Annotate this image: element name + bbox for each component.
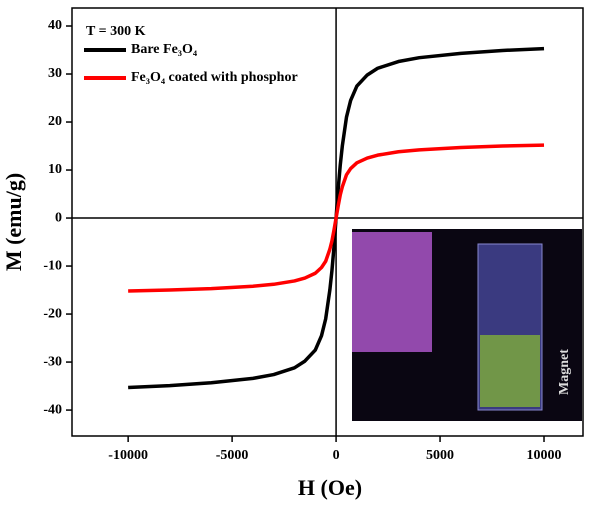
x-tick-label: 5000 xyxy=(426,448,454,463)
inset-liquid xyxy=(480,335,540,407)
series-line xyxy=(128,143,545,293)
x-tick-label: -10000 xyxy=(108,448,148,463)
y-tick-label: -40 xyxy=(43,402,62,417)
inset-glow xyxy=(352,232,432,352)
y-tick-label: 20 xyxy=(48,114,62,129)
y-tick-label: -30 xyxy=(43,354,62,369)
x-tick-label: 0 xyxy=(333,448,340,463)
x-tick-label: -5000 xyxy=(216,448,249,463)
inset-photo: Magnet xyxy=(352,229,582,421)
y-tick-label: 0 xyxy=(55,210,62,225)
y-tick-label: -20 xyxy=(43,306,62,321)
legend-label: Fe₃O₄ coated with phosphor xyxy=(131,70,298,85)
inset-label: Magnet xyxy=(557,349,572,395)
plot-frame xyxy=(71,7,584,437)
annotation: T = 300 K xyxy=(86,24,146,39)
y-tick-label: 30 xyxy=(48,66,62,81)
y-axis-label: M (emu/g) xyxy=(1,173,26,271)
legend-label: Bare Fe₃O₄ xyxy=(131,42,198,57)
y-tick-label: 10 xyxy=(48,162,62,177)
x-tick-label: 10000 xyxy=(527,448,562,463)
y-tick-label: -10 xyxy=(43,258,62,273)
x-axis-label: H (Oe) xyxy=(298,475,362,500)
y-tick-label: 40 xyxy=(48,18,62,33)
